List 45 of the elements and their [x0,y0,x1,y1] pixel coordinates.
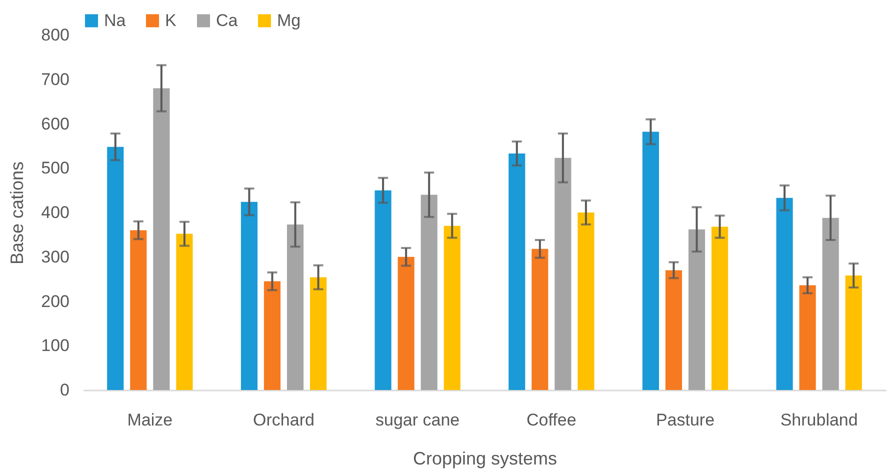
bar [578,212,594,390]
x-tick-label: Maize [127,410,173,430]
y-tick-label: 500 [41,158,70,178]
bar [776,198,793,390]
y-tick-label: 100 [41,336,70,356]
bar [444,226,460,390]
legend-label: Na [104,10,126,30]
y-tick-label: 0 [60,380,70,400]
bar [398,256,414,390]
bar [176,234,193,390]
bar [374,190,392,390]
bar [264,281,281,390]
bar [688,229,706,390]
x-tick-label: Orchard [253,410,314,430]
bar [153,88,170,390]
y-tick-label: 300 [41,247,70,266]
bar [554,158,572,390]
bar [240,202,258,390]
bar [642,132,659,390]
legend-label: Ca [216,10,238,30]
legend-label: Mg [277,10,301,30]
x-axis-title: Cropping systems [412,448,558,468]
y-tick-label: 800 [41,26,70,44]
bar [532,248,548,390]
y-tick-label: 700 [41,70,70,89]
x-tick-label: Shrubland [780,410,858,430]
bar [665,270,682,390]
bar [310,277,327,390]
y-axis-title: Base cations [7,161,28,265]
y-tick-label: 600 [41,114,70,134]
legend-label: K [165,10,177,30]
bar [799,285,816,390]
bar [822,218,839,390]
x-tick-label: Coffee [526,410,576,430]
y-tick-label: 200 [41,292,70,311]
bar [107,146,124,390]
x-tick-label: sugar cane [376,410,460,430]
bar [845,276,862,390]
bar [286,224,304,390]
bar [508,153,526,390]
bar [712,226,728,390]
bar [420,194,438,390]
x-tick-label: Pasture [656,410,715,430]
bar [130,230,147,390]
y-tick-label: 400 [41,203,70,222]
